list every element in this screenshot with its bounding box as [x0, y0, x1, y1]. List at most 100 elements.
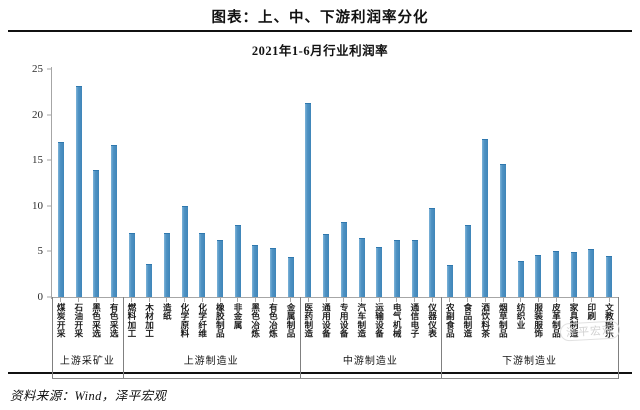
x-label-slot: 汽车制造: [353, 303, 371, 379]
x-axis-tick-mark: [78, 297, 80, 302]
x-tick-slot: [494, 297, 512, 302]
bar-slot: [423, 69, 441, 297]
x-label-slot: 黑色采选: [87, 303, 105, 379]
bar[interactable]: [411, 239, 418, 297]
bar-slot: [317, 69, 335, 297]
bar[interactable]: [181, 205, 188, 297]
bar[interactable]: [323, 234, 330, 297]
bar[interactable]: [110, 144, 117, 297]
group-separator: [52, 297, 53, 379]
bar[interactable]: [588, 248, 595, 297]
x-label-slot: 文教娱乐: [600, 303, 618, 379]
x-tick-slot: [406, 297, 424, 302]
bar[interactable]: [340, 222, 347, 297]
x-label-slot: 农副食品: [441, 303, 459, 379]
bar[interactable]: [217, 239, 224, 297]
x-label-slot: 化学纤维: [194, 303, 212, 379]
bar[interactable]: [393, 240, 400, 297]
x-axis-category-label: 造纸: [162, 303, 173, 321]
bar[interactable]: [482, 139, 489, 297]
bar-slot: [176, 69, 194, 297]
x-axis-category-label: 有色采选: [109, 303, 120, 338]
x-axis-labels: 煤炭开采 石油开采 黑色采选 有色采选 燃料加工 木材加工 造纸 化学原料 化学纤维 橡胶制品 非金…: [52, 303, 618, 379]
x-axis-tick-mark: [60, 297, 62, 302]
bar[interactable]: [146, 264, 153, 297]
x-axis-tick-mark: [272, 297, 274, 302]
group-underline: [52, 378, 618, 379]
bar[interactable]: [93, 170, 100, 297]
bar-slot: [512, 69, 530, 297]
bar-slot: [547, 69, 565, 297]
bar-slot: [300, 69, 318, 297]
x-axis-tick-mark: [555, 297, 557, 302]
bar-slot: [494, 69, 512, 297]
bar[interactable]: [535, 255, 542, 297]
bar[interactable]: [305, 102, 312, 297]
y-axis-line: [51, 67, 52, 299]
x-label-slot: 家具制造: [565, 303, 583, 379]
bar[interactable]: [199, 233, 206, 297]
x-axis-tick-mark: [307, 297, 309, 302]
y-axis-tick-mark: [47, 205, 52, 207]
bar[interactable]: [358, 237, 365, 297]
x-axis-tick-mark: [378, 297, 380, 302]
bar[interactable]: [500, 163, 507, 297]
bar-slot: [282, 69, 300, 297]
bar[interactable]: [57, 141, 64, 297]
bar[interactable]: [287, 256, 294, 297]
x-axis-category-label: 电气机械: [392, 303, 403, 338]
x-tick-slot: [52, 297, 70, 302]
x-tick-slot: [264, 297, 282, 302]
x-axis-tick-mark: [361, 297, 363, 302]
x-axis-tick-mark: [608, 297, 610, 302]
x-axis-category-label: 家具制造: [569, 303, 580, 338]
bar[interactable]: [75, 86, 82, 297]
x-axis-tick-mark: [325, 297, 327, 302]
bar[interactable]: [553, 250, 560, 297]
x-label-slot: 专用设备: [335, 303, 353, 379]
x-axis-tick-mark: [113, 297, 115, 302]
x-label-slot: 煤炭开采: [52, 303, 70, 379]
x-axis-tick-mark: [343, 297, 345, 302]
bar[interactable]: [429, 207, 436, 297]
x-tick-slot: [87, 297, 105, 302]
x-axis-category-label: 煤炭开采: [56, 303, 67, 338]
bar-slot: [229, 69, 247, 297]
bar[interactable]: [517, 260, 524, 297]
x-tick-slot: [176, 297, 194, 302]
bar-slot: [353, 69, 371, 297]
y-axis-tick-label: 15: [32, 154, 43, 167]
y-axis-tick-label: 20: [32, 108, 43, 121]
bar[interactable]: [570, 252, 577, 297]
bar-slot: [335, 69, 353, 297]
x-label-slot: 医药制造: [300, 303, 318, 379]
x-label-slot: 有色采选: [105, 303, 123, 379]
x-tick-slot: [565, 297, 583, 302]
bar[interactable]: [270, 247, 277, 297]
bar[interactable]: [376, 246, 383, 297]
x-tick-slot: [123, 297, 141, 302]
x-axis-category-label: 皮革制品: [551, 303, 562, 338]
x-axis-category-label: 农副食品: [445, 303, 456, 338]
x-axis-tick-mark: [467, 297, 469, 302]
bar-slot: [565, 69, 583, 297]
x-label-slot: 化学原料: [176, 303, 194, 379]
x-axis-tick-mark: [148, 297, 150, 302]
bar[interactable]: [446, 265, 453, 297]
bar[interactable]: [163, 233, 170, 297]
x-label-slot: 烟草制品: [494, 303, 512, 379]
bar-slot: [530, 69, 548, 297]
group-separator: [299, 297, 301, 379]
group-label: 上游采矿业: [59, 356, 115, 367]
y-axis-tick-mark: [47, 250, 52, 252]
x-axis-tick-mark: [590, 297, 592, 302]
group-separator: [441, 297, 443, 379]
bar[interactable]: [606, 255, 613, 297]
bar-slot: [87, 69, 105, 297]
bar[interactable]: [128, 233, 135, 297]
bar[interactable]: [252, 245, 259, 297]
bar[interactable]: [234, 224, 241, 297]
x-tick-slot: [194, 297, 212, 302]
bar-slot: [370, 69, 388, 297]
bar[interactable]: [464, 224, 471, 297]
